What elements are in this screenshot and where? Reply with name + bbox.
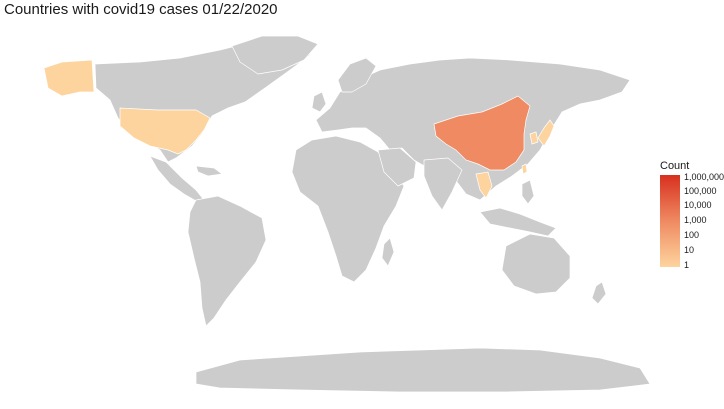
country-thailand <box>475 171 493 199</box>
country-taiwan <box>521 163 528 175</box>
greenland <box>231 35 319 75</box>
country-china <box>433 95 531 171</box>
scandinavia <box>337 57 377 93</box>
new-zealand <box>591 281 607 305</box>
legend-tick: 10,000 <box>684 200 712 210</box>
uk-ireland <box>311 91 327 113</box>
legend-tick: 1,000 <box>684 215 707 225</box>
legend-tick: 100 <box>684 230 699 240</box>
arabia <box>377 147 417 187</box>
caribbean <box>195 165 223 177</box>
legend-colorbar <box>660 175 680 267</box>
africa <box>291 135 405 283</box>
southeast-asia-islands <box>479 207 557 237</box>
country-united-states <box>119 107 211 155</box>
philippines <box>521 179 535 205</box>
australia <box>501 233 571 295</box>
country-alaska <box>43 59 95 97</box>
antarctica <box>195 347 651 393</box>
country-south-korea <box>529 131 539 145</box>
india <box>423 157 463 211</box>
country-japan <box>537 119 555 147</box>
central-america <box>149 155 205 203</box>
legend-tick: 1,000,000 <box>684 172 724 182</box>
legend-tick: 1 <box>684 260 689 270</box>
madagascar <box>381 237 395 267</box>
map-title: Countries with covid19 cases 01/22/2020 <box>4 1 278 18</box>
legend: Count 1,000,000 100,000 10,000 1,000 100… <box>660 160 724 270</box>
south-america <box>187 195 267 327</box>
legend-tick: 100,000 <box>684 186 717 196</box>
legend-title: Count <box>660 160 689 172</box>
legend-tick: 10 <box>684 245 694 255</box>
